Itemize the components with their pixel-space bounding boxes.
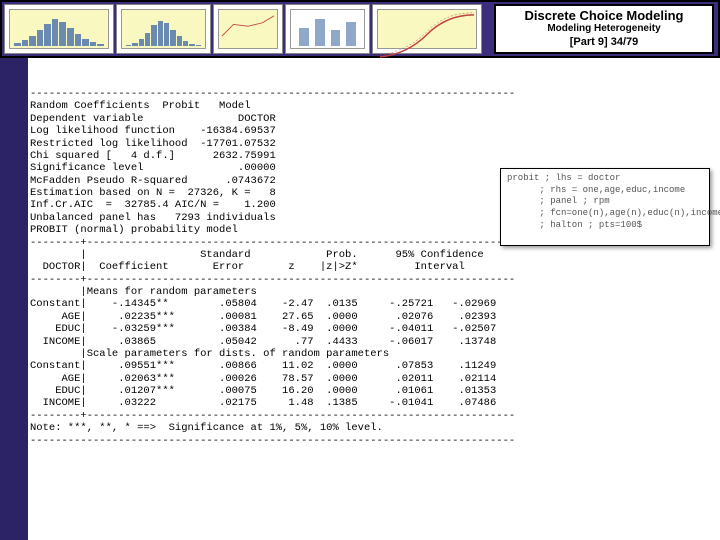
model-output: ----------------------------------------… <box>28 58 720 447</box>
command-code-box: probit ; lhs = doctor ; rhs = one,age,ed… <box>500 168 710 246</box>
content-area: ----------------------------------------… <box>28 58 720 540</box>
mini-chart-bars <box>285 4 370 54</box>
mini-chart-line <box>213 4 283 54</box>
slide-header: Discrete Choice Modeling Modeling Hetero… <box>0 0 720 58</box>
title-box: Discrete Choice Modeling Modeling Hetero… <box>494 4 714 54</box>
title-sub: Modeling Heterogeneity <box>502 23 706 34</box>
mini-chart-curve <box>372 4 482 54</box>
title-part: [Part 9] 34/79 <box>502 36 706 48</box>
title-main: Discrete Choice Modeling <box>502 8 706 23</box>
mini-chart-hist1 <box>4 4 114 54</box>
sidebar-stripe <box>0 58 28 540</box>
mini-chart-hist2 <box>116 4 211 54</box>
